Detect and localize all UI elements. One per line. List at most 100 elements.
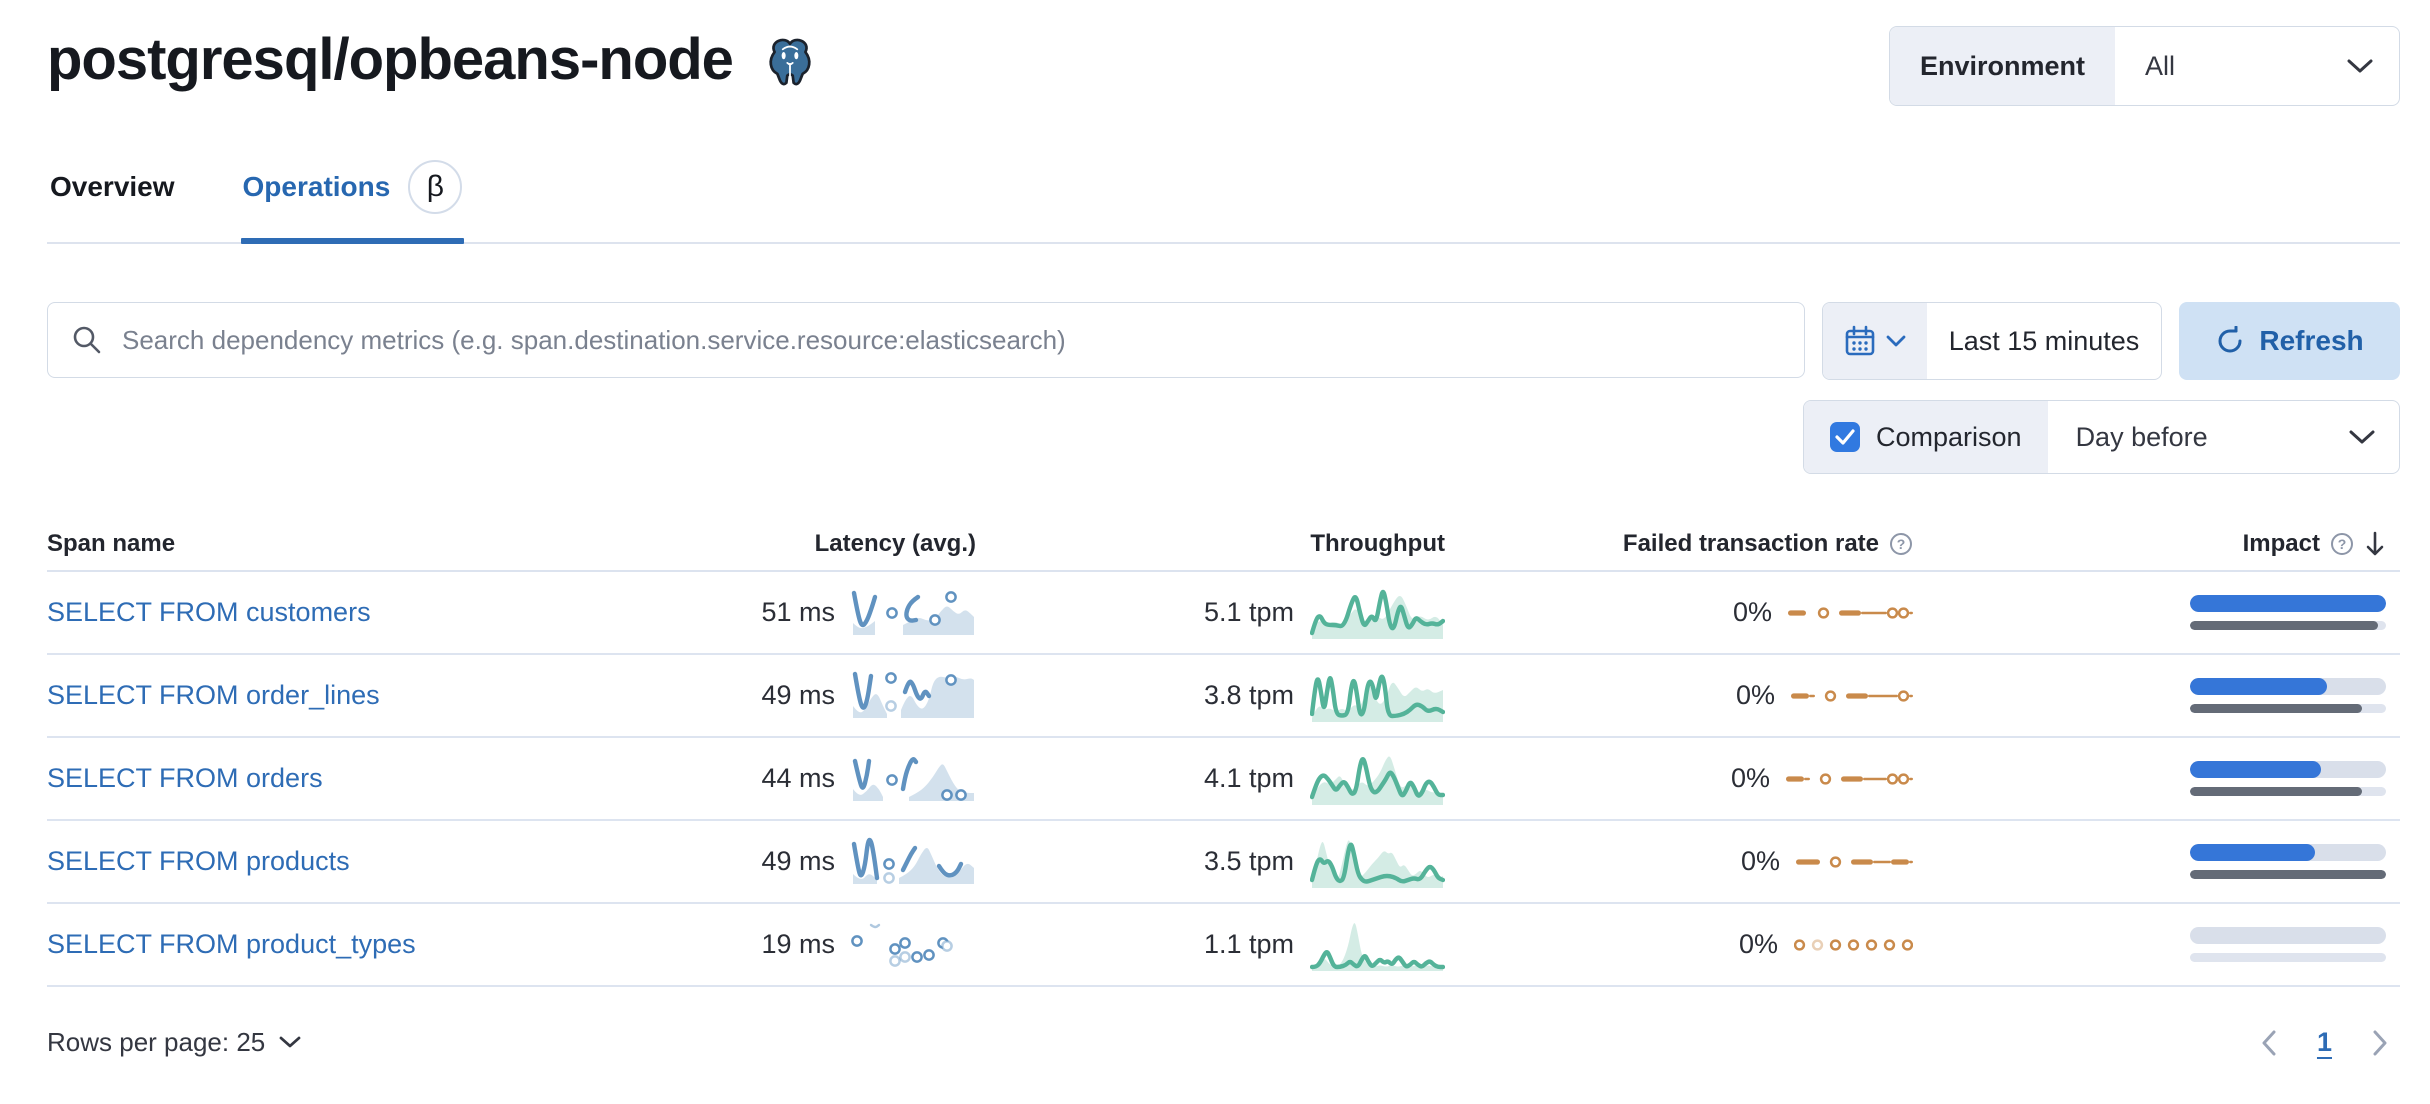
check-icon [1835, 429, 1855, 445]
chevron-right-icon [2373, 1030, 2387, 1055]
latency-cell: 49 ms [546, 670, 976, 722]
impact-cell [1913, 761, 2400, 796]
calendar-icon [1845, 325, 1875, 356]
throughput-sparkline [1310, 756, 1445, 805]
column-header-latency: Latency (avg.) [814, 530, 976, 557]
page-number[interactable]: 1 [2316, 1027, 2332, 1057]
refresh-label: Refresh [2259, 325, 2364, 356]
span-name-link[interactable]: SELECT FROM order_lines [47, 680, 380, 710]
impact-current-bar [2190, 761, 2386, 778]
span-name-link[interactable]: SELECT FROM customers [47, 597, 371, 627]
throughput-sparkline [1310, 922, 1445, 971]
failed-rate-cell: 0% [1445, 597, 1913, 628]
span-name-link[interactable]: SELECT FROM products [47, 846, 350, 876]
impact-cell [1913, 927, 2400, 962]
tab-overview-label: Overview [50, 171, 175, 202]
chevron-left-icon [2262, 1030, 2276, 1055]
failed-rate-value: 0% [1738, 929, 1778, 959]
previous-page-button[interactable] [2261, 1030, 2277, 1056]
operations-table: Span name Latency (avg.) Throughput Fail… [47, 518, 2400, 987]
tab-operations[interactable]: Operations β [240, 150, 465, 244]
search-icon [73, 326, 101, 354]
column-header-impact[interactable]: Impact ? [1913, 530, 2400, 558]
comparison-select[interactable]: Day before [2048, 401, 2399, 473]
failed-rate-sparkline [1796, 850, 1913, 874]
chevron-down-icon [1886, 335, 1906, 347]
latency-sparkline [852, 756, 974, 801]
failed-rate-cell: 0% [1445, 763, 1913, 794]
page-title: postgresql/opbeans-node [47, 27, 734, 92]
span-name-cell: SELECT FROM product_types [47, 929, 546, 960]
table-header-row: Span name Latency (avg.) Throughput Fail… [47, 518, 2400, 572]
impact-bars [2190, 595, 2386, 630]
throughput-cell: 4.1 tpm [976, 751, 1445, 807]
comparison-checkbox[interactable] [1830, 422, 1860, 452]
failed-rate-cell: 0% [1445, 680, 1913, 711]
latency-sparkline [851, 923, 953, 967]
failed-rate-sparkline [1788, 601, 1913, 625]
latency-value: 44 ms [761, 763, 835, 793]
environment-value: All [2145, 50, 2176, 81]
throughput-cell: 3.8 tpm [976, 668, 1445, 724]
span-name-cell: SELECT FROM orders [47, 763, 546, 794]
page-header: postgresql/opbeans-node Environment All [47, 26, 2400, 106]
impact-previous-bar [2190, 621, 2386, 630]
latency-value: 19 ms [761, 929, 835, 959]
impact-current-bar [2190, 844, 2386, 861]
next-page-button[interactable] [2372, 1030, 2388, 1056]
tab-overview[interactable]: Overview [48, 150, 177, 242]
refresh-icon [2218, 326, 2242, 353]
impact-previous-bar [2190, 870, 2386, 879]
impact-current-bar [2190, 595, 2386, 612]
chevron-down-icon [2347, 59, 2373, 72]
throughput-value: 4.1 tpm [1203, 763, 1294, 793]
question-circle-icon: ? [2331, 533, 2353, 555]
search-input[interactable] [122, 324, 1780, 356]
column-header-throughput: Throughput [1310, 530, 1445, 557]
comparison-control: Comparison Day before [1803, 400, 2400, 474]
tab-bar: Overview Operations β [47, 150, 2400, 244]
latency-sparkline [851, 837, 974, 884]
impact-cell [1913, 595, 2400, 630]
latency-value: 49 ms [761, 680, 835, 710]
throughput-cell: 3.5 tpm [976, 834, 1445, 890]
chevron-down-icon [279, 1036, 301, 1048]
failed-rate-sparkline [1786, 767, 1913, 791]
throughput-sparkline [1310, 589, 1445, 639]
comparison-row: Comparison Day before [47, 400, 2400, 474]
comparison-value: Day before [2075, 421, 2208, 452]
span-name-link[interactable]: SELECT FROM orders [47, 763, 323, 793]
failed-rate-header-label: Failed transaction rate [1622, 530, 1879, 557]
refresh-button[interactable]: Refresh [2179, 302, 2400, 380]
search-box [47, 302, 1805, 378]
throughput-sparkline [1310, 674, 1445, 722]
throughput-sparkline [1310, 839, 1445, 888]
throughput-value: 5.1 tpm [1203, 597, 1294, 627]
failed-rate-value: 0% [1732, 597, 1772, 627]
comparison-toggle[interactable]: Comparison [1804, 401, 2048, 473]
table-row: SELECT FROM customers 51 ms 5.1 tpm 0% [47, 572, 2400, 655]
impact-previous-bar [2190, 953, 2386, 962]
throughput-cell: 1.1 tpm [976, 917, 1445, 973]
impact-bars [2190, 927, 2386, 962]
date-picker-quick-menu[interactable] [1823, 303, 1927, 379]
time-range-value[interactable]: Last 15 minutes [1948, 325, 2140, 356]
impact-current-bar [2190, 927, 2386, 944]
span-name-link[interactable]: SELECT FROM product_types [47, 929, 416, 959]
environment-select[interactable]: Environment All [1889, 26, 2400, 106]
pagination: 1 [2261, 1027, 2400, 1058]
date-picker[interactable]: Last 15 minutes [1822, 302, 2162, 380]
latency-cell: 44 ms [546, 753, 976, 805]
span-name-cell: SELECT FROM order_lines [47, 680, 546, 711]
latency-cell: 19 ms [546, 919, 976, 971]
table-row: SELECT FROM orders 44 ms 4.1 tpm 0% [47, 738, 2400, 821]
span-name-cell: SELECT FROM products [47, 846, 546, 877]
latency-sparkline [852, 671, 974, 718]
impact-cell [1913, 844, 2400, 879]
latency-sparkline [851, 590, 974, 635]
failed-rate-value: 0% [1730, 763, 1770, 793]
question-circle-icon: ? [1890, 533, 1912, 555]
impact-bars [2190, 761, 2386, 796]
rows-per-page-button[interactable]: Rows per page: 25 [47, 1027, 301, 1058]
throughput-value: 3.5 tpm [1203, 846, 1294, 876]
